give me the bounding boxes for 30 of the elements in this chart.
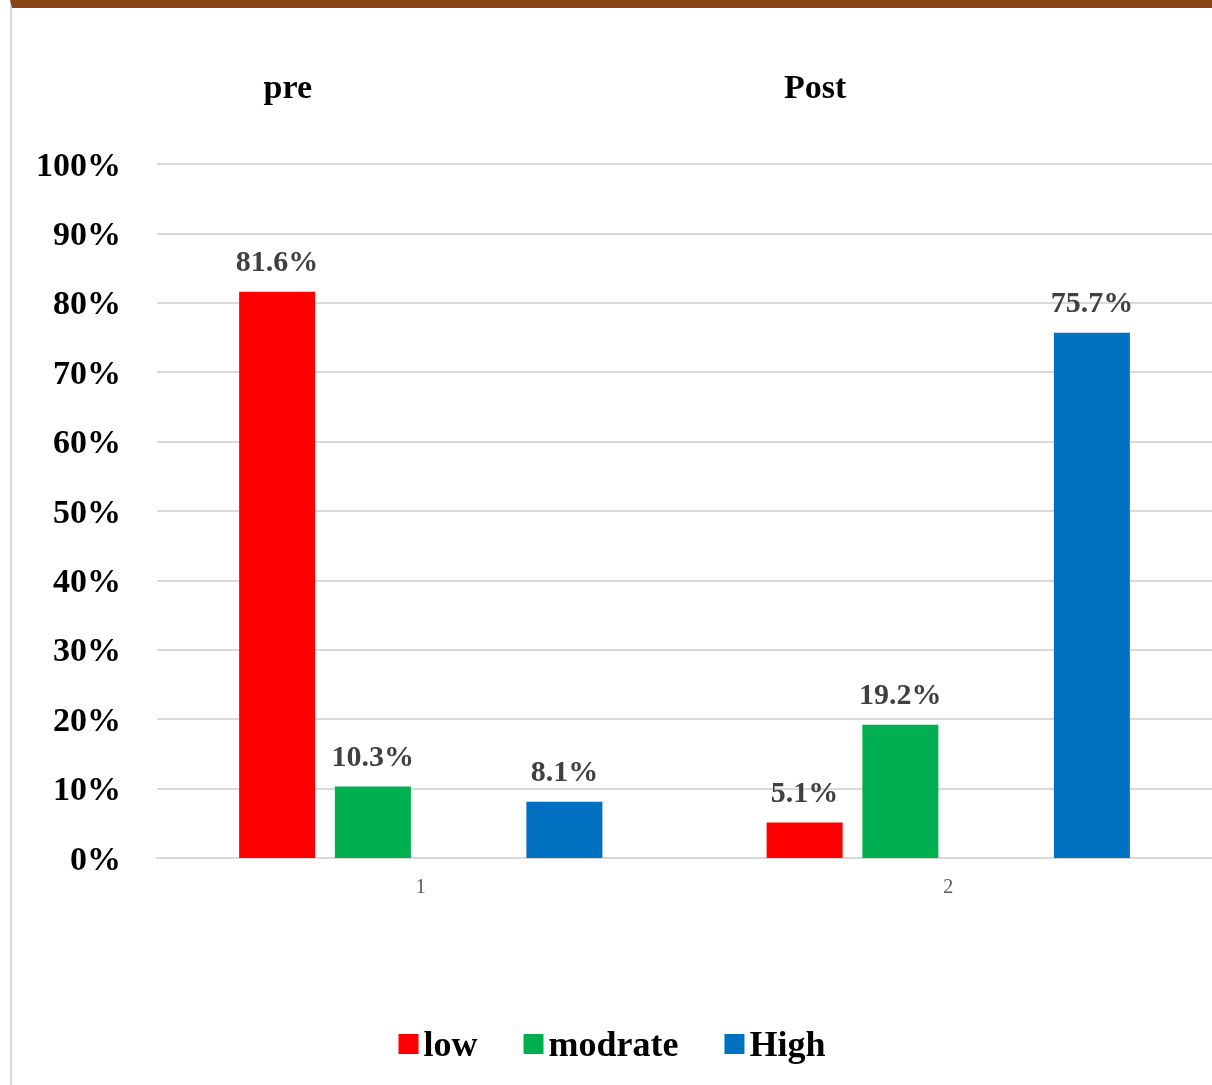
bar xyxy=(239,291,316,858)
legend-label: modrate xyxy=(548,1024,679,1064)
x-tick-label: 2 xyxy=(943,875,954,897)
y-tick-label: 90% xyxy=(53,214,121,252)
bar xyxy=(766,822,843,858)
x-tick-label: 1 xyxy=(415,875,426,897)
y-tick-label: 30% xyxy=(53,631,121,669)
y-tick-label: 50% xyxy=(53,492,121,530)
text: pre xyxy=(263,67,312,105)
legend-label: High xyxy=(749,1024,826,1064)
data-label: 10.3% xyxy=(331,739,415,773)
bar xyxy=(1053,332,1130,858)
data-label: 8.1% xyxy=(530,754,599,788)
y-tick-label: 70% xyxy=(53,353,121,391)
y-tick-label: 40% xyxy=(53,561,121,599)
y-tick-label: 0% xyxy=(70,839,121,877)
data-label: 75.7% xyxy=(1050,285,1134,319)
y-tick-label: 60% xyxy=(53,423,121,461)
y-tick-label: 80% xyxy=(53,284,121,322)
y-tick-label: 10% xyxy=(53,770,121,808)
bar xyxy=(526,801,603,858)
data-label: 19.2% xyxy=(859,677,942,711)
y-tick-label: 100% xyxy=(36,145,121,183)
y-tick-label: 20% xyxy=(53,700,121,738)
text: Post xyxy=(784,67,848,105)
bar xyxy=(862,724,939,858)
bar xyxy=(334,786,411,858)
data-label: 5.1% xyxy=(770,775,839,809)
legend-label: low xyxy=(423,1024,478,1064)
data-label: 81.6% xyxy=(235,244,319,278)
